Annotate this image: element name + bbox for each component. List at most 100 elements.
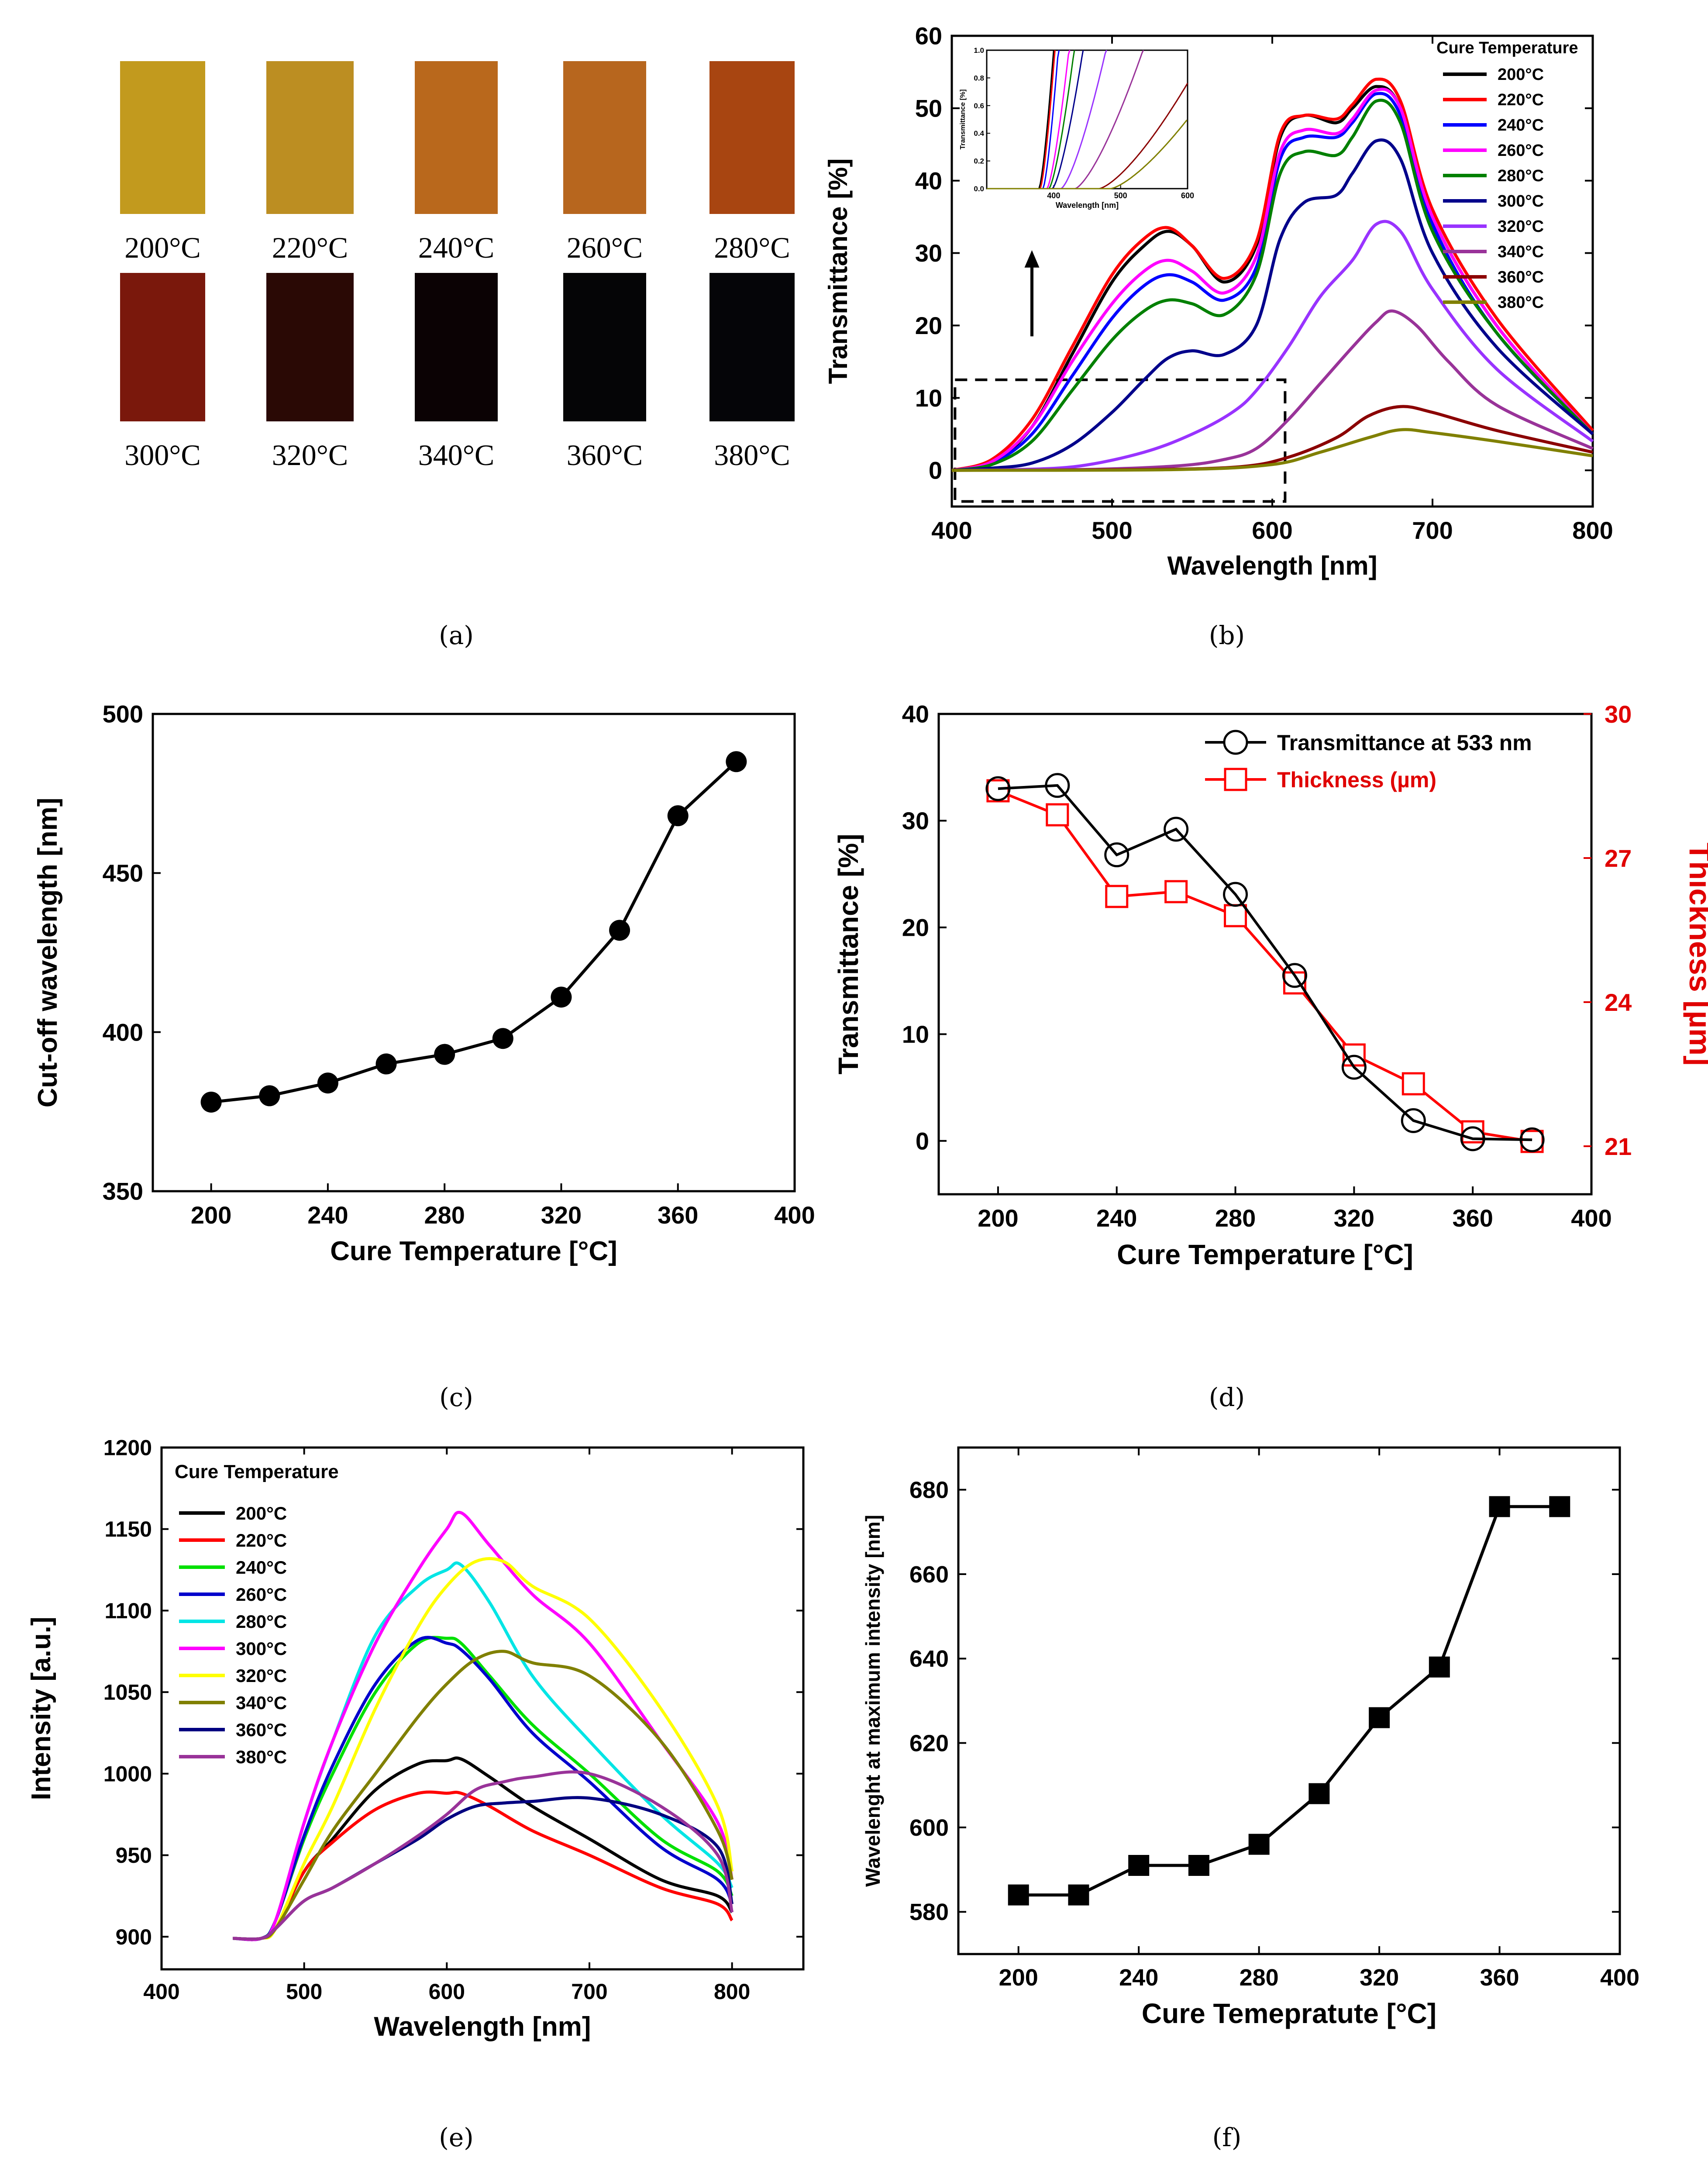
cutoff-point (667, 805, 689, 827)
cutoff-point (609, 920, 630, 941)
max-intensity-point (1489, 1496, 1510, 1517)
swatch-260°C (563, 61, 646, 214)
legend-label: 240°C (236, 1557, 287, 1578)
transmittance-point (1164, 817, 1189, 842)
swatch-label: 380°C (714, 438, 790, 472)
swatch-360°C (563, 273, 646, 421)
series-360°C (951, 405, 1593, 472)
x-tick-label: 500 (286, 1979, 322, 2004)
legend-label: 320°C (236, 1665, 287, 1686)
legend-label: 200°C (236, 1503, 287, 1524)
legend-marker-square (1224, 768, 1247, 791)
cutoff-point (375, 1053, 397, 1075)
caption-c: (c) (439, 1382, 473, 1412)
inset-series-240°C (987, 50, 1060, 190)
inset-x-tick-label: 600 (1181, 191, 1194, 200)
legend-title: Cure Temperature (1436, 39, 1578, 57)
x-tick-label: 400 (1600, 1965, 1639, 1991)
cutoff-point (259, 1085, 280, 1106)
y-tick-label: 680 (909, 1477, 949, 1503)
transmittance-point (1104, 842, 1129, 868)
swatch-380°C (709, 273, 795, 421)
panel-e-intensity-spectra: 400 500 600 700 800 900 950 1000 1050 1100 1150 120… (26, 1436, 805, 2042)
transmittance-point (1045, 773, 1070, 798)
inset-frame (986, 49, 1188, 190)
x-tick-label: 600 (1252, 517, 1292, 544)
x-tick-label: 400 (931, 517, 972, 544)
x-tick-label: 600 (429, 1979, 465, 2004)
swatch-label: 200°C (124, 231, 201, 264)
y-tick-label: 640 (909, 1646, 949, 1672)
transmittance-line (998, 784, 1532, 1141)
y-tick-label: 20 (915, 312, 942, 339)
y-tick-label: 40 (915, 167, 942, 194)
x-axis-label: Cure Temepratute [°C] (1142, 1998, 1436, 2029)
y-tick-label: 60 (915, 22, 942, 50)
inset-x-tick-label: 400 (1047, 191, 1060, 200)
max-intensity-point (1309, 1783, 1330, 1804)
caption-d: (d) (1209, 1382, 1245, 1412)
panel-b-transmittance-spectra: 400 500 600 700 800 0 10 20 30 40 50 60 Wavelength [… (823, 22, 1613, 580)
inset-series-200°C (987, 50, 1054, 190)
max-intensity-line (1018, 1505, 1560, 1897)
x-tick-label: 280 (1215, 1204, 1256, 1232)
legend-label: 220°C (236, 1530, 287, 1551)
x-tick-label: 200 (978, 1204, 1018, 1232)
series-260°C (951, 87, 1594, 472)
x-tick-label: 360 (658, 1201, 698, 1229)
max-intensity-point (1549, 1496, 1570, 1517)
x-tick-label: 400 (1571, 1204, 1612, 1232)
cutoff-point (434, 1044, 455, 1065)
inset-y-axis-label: Transmittance [%] (959, 90, 967, 150)
caption-a: (a) (439, 620, 474, 650)
y-tick-label: 580 (909, 1899, 949, 1925)
swatch-label: 340°C (418, 438, 495, 472)
axes-frame (152, 713, 796, 1193)
swatch-280°C (709, 61, 795, 214)
y-tick-label: 0 (929, 457, 942, 484)
legend-label: 220°C (1498, 91, 1544, 109)
panel-c-cutoff-wavelength: 200 240 280 320 360 400 350 400 450 500 Cure Tempe… (33, 700, 815, 1266)
inset-y-tick-label: 0.6 (974, 102, 984, 110)
y-axis-label: Transmittance [%] (833, 834, 864, 1074)
legend-label: 280°C (236, 1611, 287, 1632)
x-tick-label: 240 (1096, 1204, 1137, 1232)
x-tick-label: 800 (1572, 517, 1613, 544)
legend-label: 380°C (236, 1747, 287, 1767)
caption-b: (b) (1209, 620, 1245, 650)
caption-f: (f) (1212, 2123, 1242, 2152)
max-intensity-point (1188, 1855, 1209, 1876)
x-tick-label: 240 (1119, 1965, 1158, 1991)
y-tick-label: 950 (116, 1843, 152, 1868)
inset-y-tick-label: 0.4 (974, 129, 984, 138)
x-tick-label: 280 (424, 1201, 465, 1229)
legend-label: 380°C (1498, 293, 1544, 312)
zoom-region-box (954, 378, 1287, 503)
y-tick-label: 50 (915, 94, 942, 122)
legend-label: 320°C (1498, 217, 1544, 236)
series-320°C (951, 220, 1594, 472)
x-tick-label: 400 (774, 1201, 815, 1229)
series-240°C (951, 92, 1594, 472)
inset-y-tick-label: 0.2 (974, 157, 984, 165)
swatch-label: 220°C (272, 231, 348, 264)
legend-label: 260°C (1498, 141, 1544, 160)
transmittance-point (1460, 1126, 1485, 1151)
inset-series-360°C (987, 83, 1188, 190)
series-300°C (951, 138, 1594, 472)
y-axis-label: Cut-off wavelength [nm] (33, 798, 63, 1108)
x-axis-label: Cure Temperature [°C] (330, 1236, 617, 1266)
y-tick-label: 400 (103, 1018, 143, 1046)
thickness-point (1046, 803, 1069, 827)
max-intensity-point (1429, 1656, 1450, 1678)
x-tick-label: 700 (571, 1979, 607, 2004)
y-tick-label: 600 (909, 1815, 949, 1841)
max-intensity-point (1128, 1855, 1150, 1876)
thickness-point (1402, 1072, 1425, 1096)
inset-y-tick-label: 1.0 (974, 46, 984, 55)
transmittance-point (1282, 963, 1307, 988)
legend-label: 240°C (1498, 116, 1544, 134)
series-340°C (233, 1650, 734, 1941)
max-intensity-point (1369, 1707, 1390, 1728)
x-tick-label: 700 (1412, 517, 1453, 544)
